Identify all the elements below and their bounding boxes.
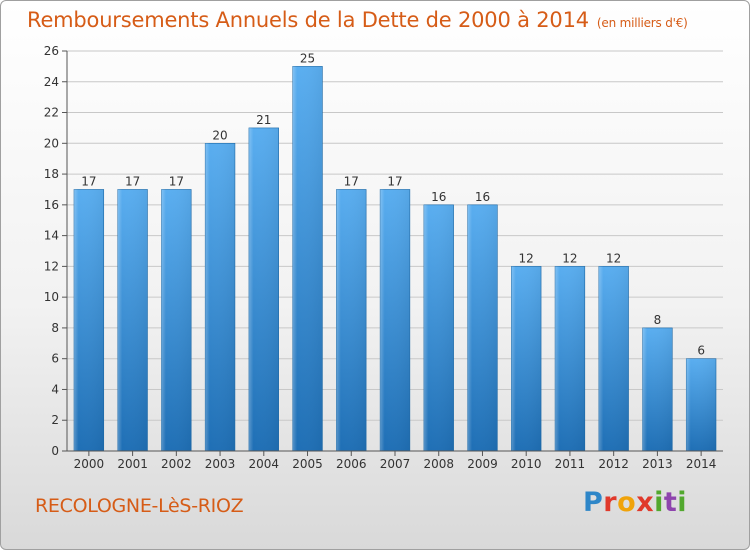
y-tick-label: 26 [44,44,59,58]
y-tick-label: 16 [44,198,59,212]
x-tick-label-2009: 2009 [467,457,498,471]
y-tick-label: 14 [44,229,59,243]
y-tick-label: 6 [51,352,59,366]
value-label-2006: 17 [344,174,359,188]
value-label-2004: 21 [256,113,271,127]
x-tick-label-2005: 2005 [292,457,323,471]
bar-shade-2005 [292,66,323,451]
value-label-2013: 8 [654,313,662,327]
x-tick-label-2004: 2004 [249,457,280,471]
value-label-2011: 12 [562,251,577,265]
value-label-2003: 20 [212,128,227,142]
bar-shade-2012 [598,266,629,451]
y-tick-label: 24 [44,75,59,89]
bar-shade-2009 [467,204,498,451]
value-label-2012: 12 [606,251,621,265]
bar-shade-2010 [511,266,542,451]
y-tick-label: 4 [51,382,59,396]
x-tick-label-2013: 2013 [642,457,673,471]
y-tick-label: 10 [44,290,59,304]
value-label-2014: 6 [697,344,705,358]
x-tick-label-2011: 2011 [555,457,586,471]
chart-title-text: Remboursements Annuels de la Dette de 20… [27,8,589,32]
y-tick-label: 20 [44,136,59,150]
bars: 17 17 17 20 21 25 17 17 16 16 12 12 12 8 6 [73,51,717,452]
value-label-2001: 17 [125,174,140,188]
bar-shade-2014 [686,358,717,451]
bar-shade-2002 [161,189,192,451]
value-label-2005: 25 [300,51,315,65]
bar-shade-2006 [336,189,367,451]
x-tick-label-2001: 2001 [117,457,148,471]
y-tick-label: 22 [44,106,59,120]
y-tick-label: 18 [44,167,59,181]
value-label-2010: 12 [519,251,534,265]
x-tick-label-2002: 2002 [161,457,192,471]
x-tick-label-2006: 2006 [336,457,367,471]
x-tick-label-2014: 2014 [686,457,717,471]
y-tick-label: 2 [51,413,59,427]
chart-title: Remboursements Annuels de la Dette de 20… [27,8,688,32]
x-tick-label-2007: 2007 [380,457,411,471]
bar-shade-2007 [380,189,410,451]
bar-shade-2013 [642,327,673,451]
value-label-2008: 16 [431,190,446,204]
x-tick-label-2008: 2008 [423,457,454,471]
bar-shade-2003 [205,143,235,452]
chart-subtitle: (en milliers d'€) [596,16,688,30]
x-tick-label-2003: 2003 [205,457,236,471]
value-label-2002: 17 [169,174,184,188]
x-tick-label-2000: 2000 [74,457,105,471]
x-tick-label-2010: 2010 [511,457,542,471]
bar-shade-2008 [423,204,454,451]
commune-name: RECOLOGNE-LèS-RIOZ [35,495,244,517]
value-label-2009: 16 [475,190,490,204]
bar-shade-2004 [248,127,279,451]
y-tick-label: 8 [51,321,59,335]
y-tick-label: 0 [51,444,59,458]
x-tick-label-2012: 2012 [598,457,629,471]
bar-shade-2000 [73,189,104,451]
bar-shade-2011 [555,266,585,451]
value-label-2000: 17 [81,174,96,188]
value-label-2007: 17 [387,174,402,188]
proxiti-logo: Proxiti [583,487,688,518]
bar-shade-2001 [117,189,148,451]
y-tick-label: 12 [44,259,59,273]
